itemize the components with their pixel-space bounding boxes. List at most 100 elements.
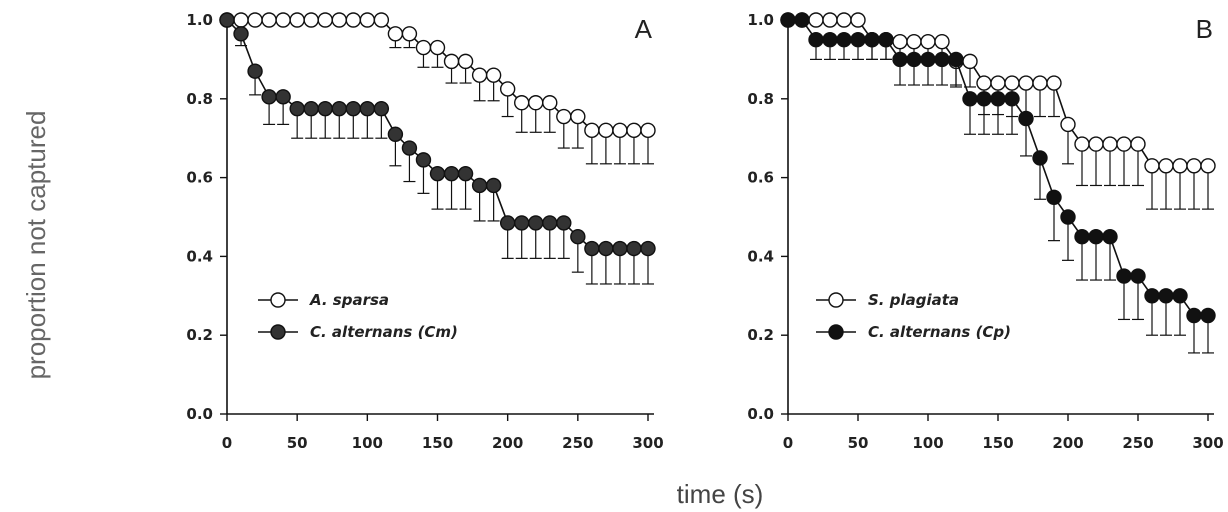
data-point (499, 215, 516, 231)
data-point (387, 26, 404, 42)
legend: S. plagiata C. alternans (Cp) (816, 291, 1011, 341)
data-point (1046, 75, 1062, 91)
y-tick-label: 1.0 (747, 11, 774, 29)
data-point (640, 122, 656, 139)
data-point (401, 140, 418, 156)
data-point (892, 33, 908, 50)
data-point (1200, 158, 1216, 174)
data-point (331, 100, 347, 117)
data-point (584, 122, 600, 139)
panel-a: 0.0 0.2 0.4 0.6 0.8 1.0 0 50 100 150 200 250 300 A A. … (186, 11, 663, 452)
y-tick-label: 0.8 (747, 90, 774, 108)
data-point (1060, 116, 1076, 133)
data-point (822, 32, 838, 48)
y-tick-label: 0.6 (747, 169, 774, 187)
data-point (1074, 228, 1090, 245)
data-point (794, 12, 810, 28)
data-point (443, 53, 460, 70)
data-point (570, 228, 586, 245)
legend-marker (270, 292, 286, 308)
data-point (1186, 158, 1202, 174)
data-point (850, 12, 866, 28)
data-point (612, 240, 628, 257)
data-point (514, 95, 530, 111)
data-point (556, 215, 572, 231)
data-point (640, 240, 656, 257)
x-tick-label: 0 (222, 434, 232, 452)
panel-b: 0.0 0.2 0.4 0.6 0.8 1.0 0 50 100 150 200 250 300 B S. … (747, 11, 1223, 452)
data-point (429, 165, 446, 182)
data-point (219, 12, 235, 28)
y-tick-label: 1.0 (186, 11, 213, 29)
data-point (822, 12, 838, 28)
legend-label: A. sparsa (309, 291, 389, 309)
data-point (878, 32, 894, 48)
x-tick-label: 100 (912, 434, 943, 452)
y-tick-label: 0.4 (186, 247, 213, 265)
data-point (626, 122, 642, 139)
data-point (499, 81, 516, 97)
data-point (1158, 288, 1174, 304)
data-point (1130, 268, 1146, 284)
data-point (1102, 136, 1118, 152)
series-filled (780, 12, 1216, 354)
data-point (934, 51, 950, 68)
data-point (892, 51, 908, 68)
data-point (471, 177, 488, 194)
data-point (457, 165, 474, 182)
data-point (275, 12, 291, 28)
data-point (1032, 150, 1048, 166)
data-point (514, 215, 530, 231)
data-point (1018, 75, 1034, 91)
data-point (1074, 136, 1090, 152)
y-tick-label: 0.2 (747, 326, 774, 344)
data-point (485, 177, 502, 194)
data-point (1116, 268, 1132, 284)
data-point (485, 67, 502, 83)
x-tick-label: 300 (632, 434, 663, 452)
y-tick-label: 0.0 (747, 405, 774, 423)
data-point (948, 51, 964, 68)
data-point (612, 122, 628, 139)
x-tick-label: 100 (352, 434, 383, 452)
data-point (836, 12, 852, 28)
x-tick-label: 50 (287, 434, 308, 452)
data-point (401, 26, 418, 42)
y-axis-label: proportion not captured (21, 111, 51, 380)
data-point (808, 32, 824, 48)
y-tick-label: 0.4 (747, 247, 774, 265)
data-point (1144, 158, 1160, 174)
data-point (1046, 189, 1062, 206)
y-tick-label: 0.2 (186, 326, 213, 344)
data-point (303, 12, 319, 28)
data-point (1032, 75, 1048, 91)
data-point (962, 91, 978, 107)
data-point (261, 89, 277, 105)
legend: A. sparsa C. alternans (Cm) (258, 291, 458, 341)
y-tick-label: 0.6 (186, 169, 213, 187)
data-point (962, 53, 978, 70)
data-point (542, 95, 558, 111)
data-point (415, 152, 432, 168)
data-point (457, 53, 474, 70)
data-point (598, 122, 614, 139)
y-tick-label: 0.8 (186, 90, 213, 108)
data-point (850, 32, 866, 48)
data-point (570, 108, 586, 125)
data-point (1130, 136, 1146, 152)
data-point (415, 39, 432, 56)
data-point (920, 51, 936, 68)
x-tick-label: 250 (562, 434, 593, 452)
panel-letter: A (635, 14, 653, 44)
legend-label: C. alternans (Cp) (868, 323, 1011, 341)
legend-marker (270, 324, 286, 340)
data-point (303, 100, 319, 117)
data-point (934, 33, 950, 50)
x-axis-label: time (s) (677, 479, 764, 509)
legend-label: S. plagiata (868, 291, 959, 309)
data-point (317, 12, 333, 28)
panel-letter: B (1196, 14, 1213, 44)
data-point (598, 240, 614, 257)
data-point (317, 100, 333, 117)
